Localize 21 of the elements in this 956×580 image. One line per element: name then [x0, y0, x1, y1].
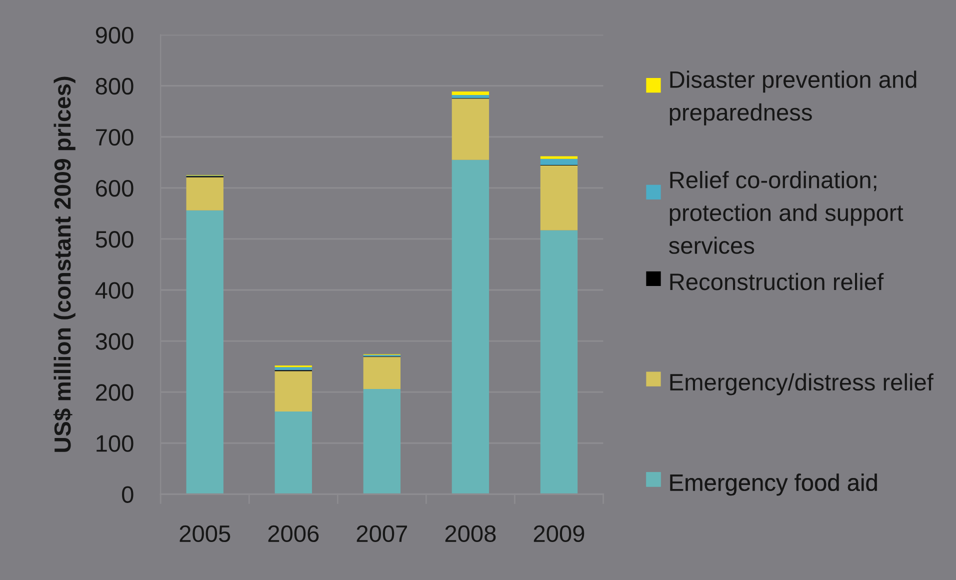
y-tick-label: 600 — [96, 180, 134, 197]
legend-label: Emergency food aid — [670, 474, 877, 496]
y-tick-label: 200 — [96, 384, 134, 401]
x-tick-label: 2007 — [356, 525, 407, 542]
y-tick-label: 700 — [96, 128, 134, 146]
y-tick-label: 100 — [96, 435, 134, 452]
x-tick-label: 2009 — [534, 525, 584, 542]
x-tick-label: 2008 — [445, 525, 496, 542]
y-tick-label: 0 — [122, 486, 134, 503]
y-tick-label: 900 — [96, 26, 134, 44]
x-tick-label: 2006 — [268, 525, 319, 542]
legend-label: Reconstruction relief — [670, 272, 884, 290]
y-tick-label: 500 — [96, 231, 134, 248]
y-axis-title: US$ million (constant 2009 prices) — [53, 76, 76, 452]
y-tick-label: 300 — [96, 333, 134, 350]
y-tick-label: 400 — [95, 282, 134, 299]
legend-label: Emergency/distress relief — [670, 373, 934, 396]
legend-label: Relief co-ordination; protection and support services — [669, 171, 904, 254]
y-tick-label: 800 — [96, 78, 134, 95]
x-tick-label: 2005 — [180, 525, 230, 542]
legend-label: Disaster prevention and preparedness — [670, 70, 916, 126]
